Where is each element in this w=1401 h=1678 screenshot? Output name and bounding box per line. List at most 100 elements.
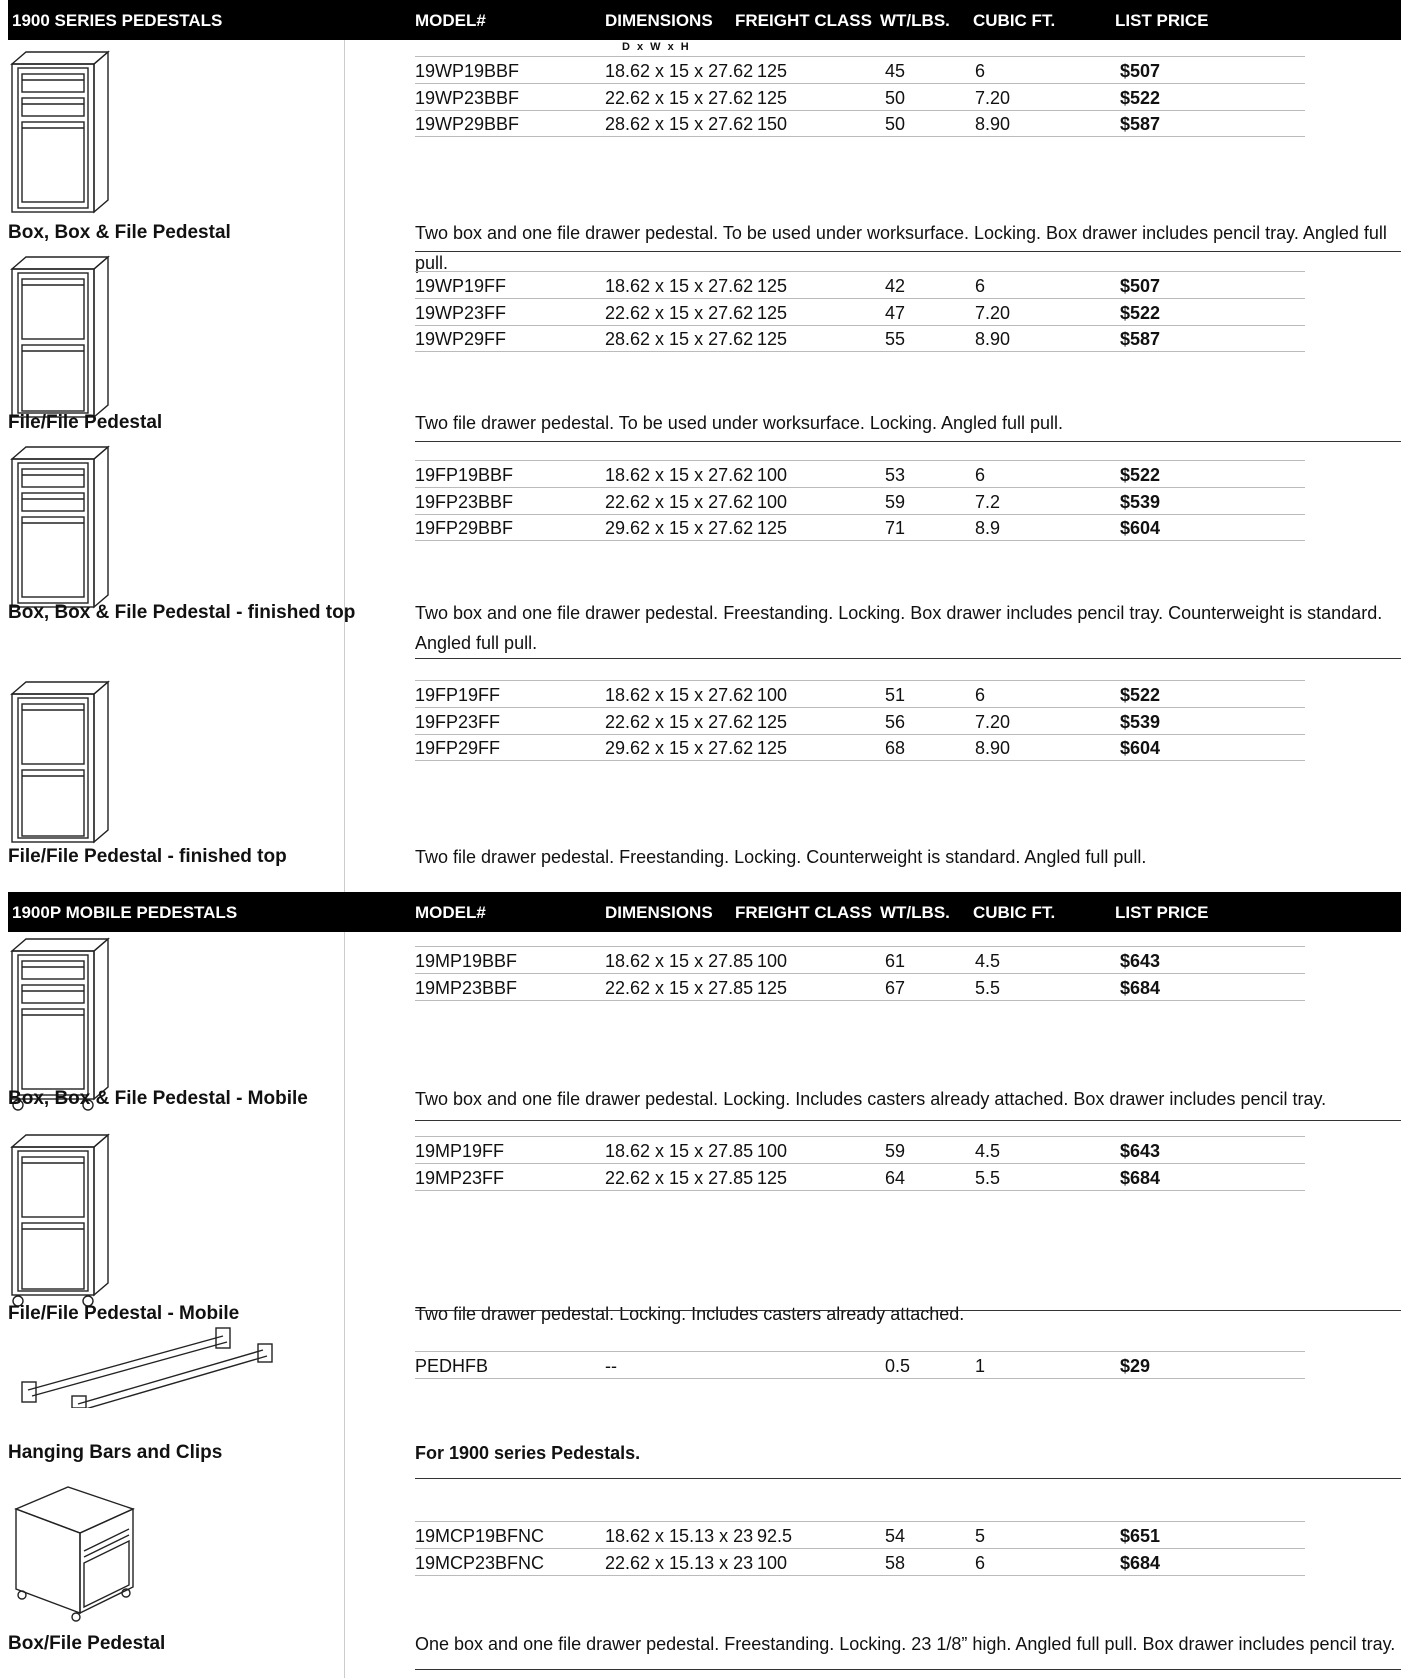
product-title: Hanging Bars and Clips [8, 1442, 223, 1463]
product-description: Two box and one file drawer pedestal. Lo… [415, 1089, 1327, 1109]
model-number: 19MCP23BFNC [415, 1552, 545, 1573]
freight-class: 92.5 [757, 1526, 793, 1546]
dimensions: 18.62 x 15 x 27.62 [605, 685, 754, 705]
weight: 61 [885, 951, 906, 971]
cubic-feet: 5.5 [975, 1167, 1001, 1188]
section-divider [415, 658, 1401, 659]
section-divider [415, 1120, 1401, 1121]
dimensions: 18.62 x 15 x 27.85 [605, 951, 754, 971]
model-number: 19WP19BBF [415, 61, 520, 81]
freight-class: 125 [757, 1167, 788, 1188]
list-price: $522 [1120, 302, 1161, 323]
dimensions: 18.62 x 15 x 27.62 [605, 465, 754, 485]
weight: 53 [885, 465, 906, 485]
product-title: Box, Box & File Pedestal - Mobile [8, 1088, 308, 1109]
dimensions: 22.62 x 15.13 x 23 [605, 1552, 754, 1573]
freight-class: 125 [757, 276, 788, 296]
header-col-model: MODEL# [415, 11, 486, 30]
row-rule [415, 487, 1305, 488]
cubic-feet: 6 [975, 61, 986, 81]
model-number: 19FP23BBF [415, 491, 514, 512]
model-number: 19WP29BBF [415, 114, 520, 134]
model-number: 19MP23BBF [415, 977, 518, 998]
model-number: 19MP19FF [415, 1141, 505, 1161]
freight-class: 100 [757, 465, 788, 485]
freight-class: 125 [757, 87, 788, 108]
column-divider [344, 40, 345, 1678]
cubic-feet: 7.2 [975, 491, 1001, 512]
product-title: Box, Box & File Pedestal - finished top [8, 602, 356, 623]
model-number: 19WP29FF [415, 329, 507, 349]
model-number: 19FP29FF [415, 738, 501, 758]
model-number: PEDHFB [415, 1356, 489, 1376]
header-col-freight-class: FREIGHT CLASS [735, 903, 872, 922]
row-rule [415, 136, 1305, 137]
section-header: 1900P MOBILE PEDESTALS MODEL# DIMENSIONS FR… [8, 892, 1401, 932]
dimensions: 22.62 x 15 x 27.62 [605, 711, 754, 732]
row-rule [415, 760, 1305, 761]
row-rule [415, 973, 1305, 974]
product-description: Two file drawer pedestal. Locking. Inclu… [415, 1304, 965, 1324]
weight: 59 [885, 1141, 906, 1161]
cubic-feet: 7.20 [975, 87, 1011, 108]
model-number: 19FP23FF [415, 711, 501, 732]
row-rule [415, 298, 1305, 299]
cubic-feet: 6 [975, 1552, 986, 1573]
weight: 58 [885, 1552, 906, 1573]
dimensions: 18.62 x 15 x 27.62 [605, 61, 754, 81]
dimensions: 29.62 x 15 x 27.62 [605, 738, 754, 758]
weight: 50 [885, 114, 906, 134]
list-price: $643 [1120, 1141, 1161, 1161]
dimensions: 22.62 x 15 x 27.62 [605, 491, 754, 512]
product-description: Two file drawer pedestal. To be used und… [415, 413, 1064, 433]
model-number: 19MP23FF [415, 1167, 505, 1188]
cubic-feet: 7.20 [975, 711, 1011, 732]
freight-class: 100 [757, 1141, 788, 1161]
model-number: 19MP19BBF [415, 951, 518, 971]
hanging-bars-icon [8, 1318, 278, 1408]
freight-class: 125 [757, 61, 788, 81]
box-box-file-pedestal-finished-top-icon [8, 445, 118, 620]
section-divider [415, 1310, 1401, 1311]
cubic-feet: 4.5 [975, 951, 1001, 971]
list-price: $539 [1120, 711, 1161, 732]
dimensions: 18.62 x 15 x 27.85 [605, 1141, 754, 1161]
freight-class: 150 [757, 114, 788, 134]
header-col-dimensions: DIMENSIONS [605, 11, 713, 30]
weight: 68 [885, 738, 906, 758]
section-divider [415, 441, 1401, 442]
freight-class: 125 [757, 518, 788, 538]
header-col-list-price: LIST PRICE [1115, 11, 1209, 30]
box-box-file-pedestal-mobile-icon [8, 937, 118, 1112]
cubic-feet: 5.5 [975, 977, 1001, 998]
section-divider [415, 251, 1401, 252]
dimensions: 28.62 x 15 x 27.62 [605, 114, 754, 134]
cubic-feet: 1 [975, 1356, 986, 1376]
row-rule [415, 946, 1305, 947]
list-price: $507 [1120, 276, 1161, 296]
cubic-feet: 6 [975, 685, 986, 705]
row-rule [415, 513, 1305, 515]
row-rule [415, 1574, 1305, 1576]
product-description: Two box and one file drawer pedestal. To… [415, 223, 1387, 273]
list-price: $587 [1120, 114, 1161, 134]
product-description: For 1900 series Pedestals. [415, 1443, 641, 1463]
row-rule [415, 56, 1305, 57]
dimensions: 29.62 x 15 x 27.62 [605, 518, 754, 538]
list-price: $507 [1120, 61, 1161, 81]
box-file-pedestal-icon [8, 1485, 138, 1625]
cubic-feet: 8.9 [975, 518, 1001, 538]
row-rule [415, 324, 1305, 326]
product-title: File/File Pedestal [8, 412, 163, 433]
model-number: 19MCP19BFNC [415, 1526, 545, 1546]
row-rule [415, 1136, 1305, 1137]
header-col-cubic-ft: CUBIC FT. [973, 903, 1056, 922]
cubic-feet: 8.90 [975, 738, 1011, 758]
row-rule [415, 1163, 1305, 1164]
header-col-wt-lbs: WT/LBS. [880, 11, 950, 30]
list-price: $587 [1120, 329, 1161, 349]
header-col-list-price: LIST PRICE [1115, 903, 1209, 922]
list-price: $684 [1120, 1552, 1161, 1573]
cubic-feet: 6 [975, 276, 986, 296]
freight-class: 125 [757, 329, 788, 349]
